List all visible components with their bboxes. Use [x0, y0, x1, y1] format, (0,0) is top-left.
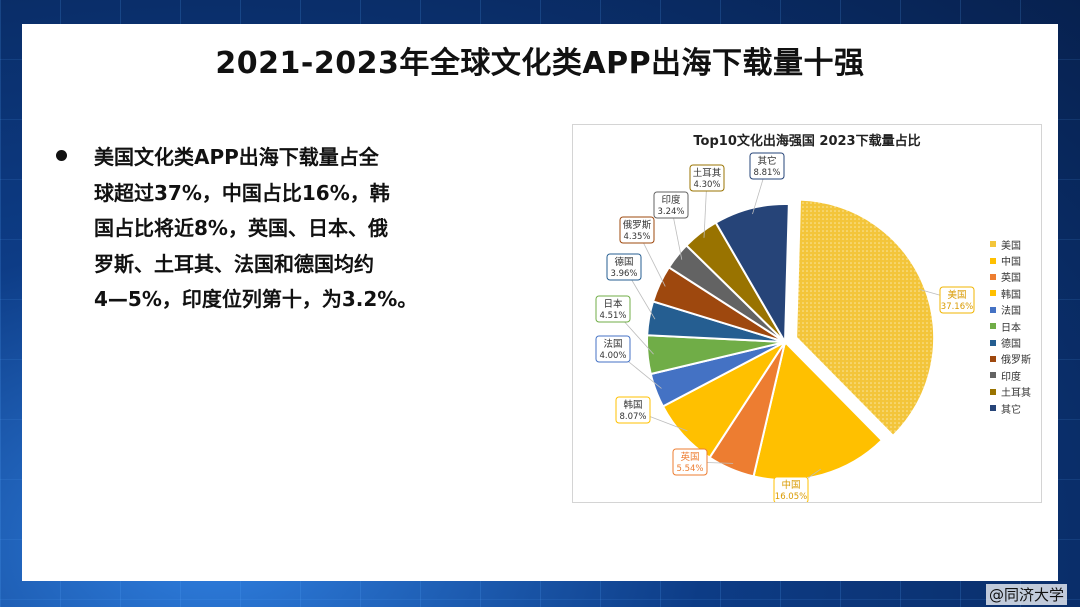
- data-label-name: 俄罗斯: [623, 219, 652, 231]
- data-label-box: [672, 448, 708, 476]
- legend-label: 美国: [1001, 240, 1021, 252]
- legend-swatch: [990, 388, 996, 395]
- watermark: @同济大学: [986, 584, 1068, 605]
- data-label: 韩国8.07%: [615, 396, 651, 424]
- pie-slice: [714, 203, 790, 346]
- legend-item: 土耳其: [990, 384, 1031, 400]
- legend-item: 英国: [990, 269, 1031, 285]
- chart-title: Top10文化出海强国 2023下载量占比: [693, 134, 921, 149]
- legend-swatch: [990, 241, 996, 248]
- legend-label: 印度: [1001, 371, 1021, 383]
- legend-swatch: [990, 355, 996, 362]
- legend-item: 法国: [990, 302, 1031, 318]
- legend-item: 其它: [990, 400, 1031, 416]
- data-label: 印度3.24%: [653, 191, 689, 219]
- legend-label: 韩国: [1001, 289, 1021, 301]
- legend-item: 中国: [990, 252, 1031, 268]
- data-label-value: 5.54%: [676, 464, 703, 474]
- data-label-box: [606, 253, 642, 281]
- data-label-name: 印度: [661, 194, 681, 206]
- legend-label: 俄罗斯: [1001, 355, 1031, 367]
- bullet-line: 美国文化类APP出海下载量占全: [94, 145, 379, 169]
- legend-item: 韩国: [990, 285, 1031, 301]
- legend-swatch: [990, 339, 996, 346]
- bullet-point: 美国文化类APP出海下载量占全 球超过37%，中国占比16%，韩 国占比将近8%…: [56, 140, 436, 318]
- bullet-line: 罗斯、土耳其、法国和德国均约: [94, 251, 374, 276]
- bullet-line: 球超过37%，中国占比16%，韩: [94, 180, 390, 205]
- data-label-box: [595, 335, 631, 363]
- data-label-name: 英国: [680, 451, 699, 463]
- data-label-value: 4.51%: [599, 311, 626, 321]
- data-label-value: 8.81%: [753, 168, 780, 178]
- legend-swatch: [990, 306, 996, 313]
- data-label: 德国3.96%: [606, 253, 642, 281]
- data-label-value: 3.96%: [610, 269, 637, 279]
- data-label-value: 3.24%: [657, 207, 684, 217]
- legend-swatch: [990, 323, 996, 330]
- legend-swatch: [990, 372, 996, 379]
- data-label-box: [653, 191, 689, 219]
- data-label-value: 4.00%: [599, 351, 626, 361]
- legend-label: 土耳其: [1001, 388, 1031, 400]
- data-label-name: 美国: [947, 289, 966, 301]
- data-label-value: 37.16%: [941, 302, 973, 312]
- bullet-text: 美国文化类APP出海下载量占全 球超过37%，中国占比16%，韩 国占比将近8%…: [94, 140, 436, 318]
- data-label-name: 日本: [603, 298, 623, 310]
- data-label: 英国5.54%: [672, 448, 708, 476]
- legend-label: 英国: [1001, 273, 1021, 285]
- data-label-value: 4.35%: [623, 232, 650, 242]
- legend-item: 德国: [990, 334, 1031, 350]
- legend-swatch: [990, 257, 996, 264]
- page-title: 2021-2023年全球文化类APP出海下载量十强: [215, 46, 865, 81]
- legend-item: 印度: [990, 367, 1031, 383]
- data-label-name: 中国: [781, 479, 800, 491]
- data-label-box: [939, 286, 975, 314]
- data-label: 日本4.51%: [595, 295, 631, 323]
- legend-item: 俄罗斯: [990, 351, 1031, 367]
- legend-label: 日本: [1001, 322, 1021, 334]
- legend-label: 德国: [1001, 339, 1021, 351]
- legend-swatch: [990, 405, 996, 412]
- pie-slice: [752, 340, 884, 481]
- bullet-line: 4—5%，印度位列第十，为3.2%。: [94, 287, 418, 311]
- legend-swatch: [990, 290, 996, 297]
- data-label: 其它8.81%: [749, 152, 785, 180]
- data-label-name: 韩国: [623, 399, 642, 411]
- legend-swatch: [990, 273, 996, 280]
- legend-label: 法国: [1001, 306, 1021, 318]
- bullet-dot-icon: [56, 150, 67, 161]
- data-label-box: [619, 216, 655, 244]
- data-label: 法国4.00%: [595, 335, 631, 363]
- data-label-name: 其它: [757, 155, 776, 167]
- data-label-name: 法国: [603, 338, 622, 350]
- legend-item: 日本: [990, 318, 1031, 334]
- data-label-box: [615, 396, 651, 424]
- data-label-value: 8.07%: [619, 412, 646, 422]
- pie-chart-svg: 美国37.16%中国16.05%英国5.54%韩国8.07%法国4.00%日本4…: [595, 152, 975, 502]
- slide: 2021-2023年全球文化类APP出海下载量十强 美国文化类APP出海下载量占…: [22, 24, 1058, 581]
- data-label-box: [749, 152, 785, 180]
- data-label-value: 4.30%: [693, 180, 720, 190]
- chart-legend: 美国中国英国韩国法国日本德国俄罗斯印度土耳其其它: [990, 236, 1031, 416]
- legend-label: 其它: [1001, 404, 1021, 416]
- pie-chart: 美国 37.16% 中国 16.05% 英国 5.54% 韩国 8.07% 法国 4.00% 日本 4…: [572, 124, 1042, 503]
- legend-item: 美国: [990, 236, 1031, 252]
- data-label-name: 土耳其: [693, 167, 722, 179]
- data-label-box: [595, 295, 631, 323]
- legend-label: 中国: [1001, 257, 1021, 269]
- data-label-name: 德国: [614, 256, 633, 268]
- data-label-box: [689, 164, 725, 192]
- data-label-box: [773, 476, 809, 502]
- bullet-line: 国占比将近8%，英国、日本、俄: [94, 216, 388, 240]
- pie-slice: [795, 198, 936, 438]
- data-label-value: 16.05%: [775, 492, 807, 502]
